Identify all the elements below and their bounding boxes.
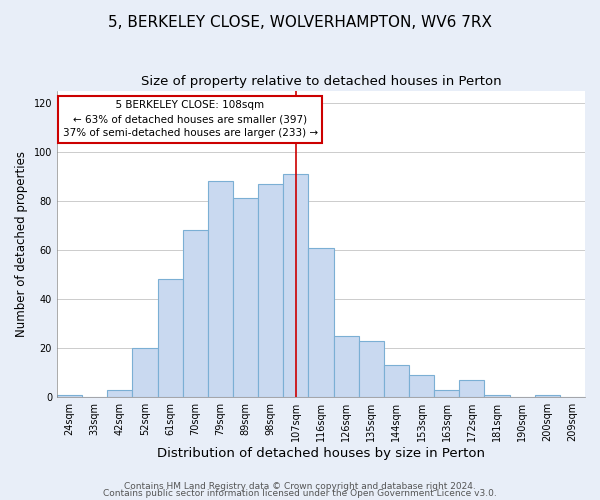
Bar: [434, 390, 459, 397]
Title: Size of property relative to detached houses in Perton: Size of property relative to detached ho…: [140, 75, 501, 88]
Text: 5 BERKELEY CLOSE: 108sqm  
← 63% of detached houses are smaller (397)
37% of sem: 5 BERKELEY CLOSE: 108sqm ← 63% of detach…: [62, 100, 318, 138]
Bar: [359, 341, 384, 397]
X-axis label: Distribution of detached houses by size in Perton: Distribution of detached houses by size …: [157, 447, 485, 460]
Bar: [384, 366, 409, 397]
Bar: [535, 395, 560, 397]
Text: Contains public sector information licensed under the Open Government Licence v3: Contains public sector information licen…: [103, 490, 497, 498]
Bar: [334, 336, 359, 397]
Text: Contains HM Land Registry data © Crown copyright and database right 2024.: Contains HM Land Registry data © Crown c…: [124, 482, 476, 491]
Bar: [409, 375, 434, 397]
Bar: [182, 230, 208, 397]
Bar: [107, 390, 133, 397]
Bar: [158, 280, 182, 397]
Bar: [258, 184, 283, 397]
Bar: [459, 380, 484, 397]
Bar: [283, 174, 308, 397]
Text: 5, BERKELEY CLOSE, WOLVERHAMPTON, WV6 7RX: 5, BERKELEY CLOSE, WOLVERHAMPTON, WV6 7R…: [108, 15, 492, 30]
Bar: [133, 348, 158, 397]
Y-axis label: Number of detached properties: Number of detached properties: [15, 151, 28, 337]
Bar: [308, 248, 334, 397]
Bar: [57, 395, 82, 397]
Bar: [233, 198, 258, 397]
Bar: [484, 395, 509, 397]
Bar: [208, 182, 233, 397]
